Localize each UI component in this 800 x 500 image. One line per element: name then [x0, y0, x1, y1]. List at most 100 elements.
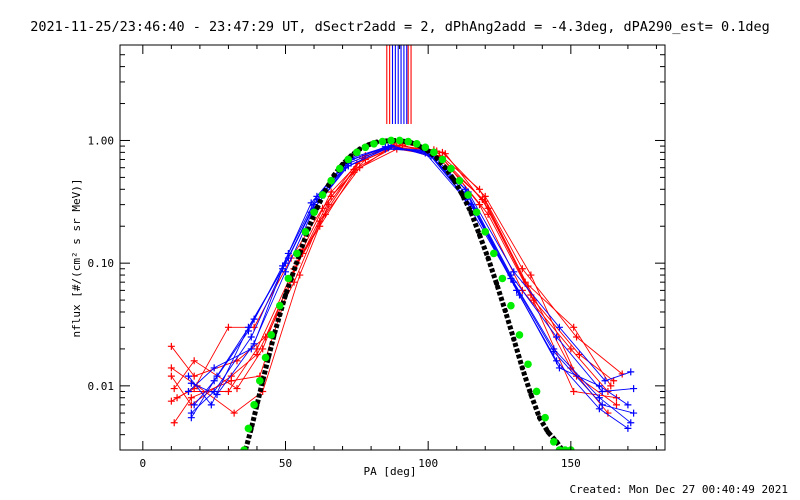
series-point-6-11	[570, 387, 578, 395]
black-model-point-32	[494, 281, 500, 287]
series-point-8-1	[207, 401, 215, 409]
y-axis-label: nflux [#/(cm² s sr MeV)]	[70, 179, 83, 338]
series-line-6	[173, 144, 617, 399]
green-model-point-35	[524, 360, 532, 369]
x-tick-label-0: 0	[140, 457, 147, 470]
black-model-point-28	[459, 192, 465, 198]
series-1	[167, 139, 620, 409]
green-model-point-23	[421, 143, 430, 152]
series-point-8-12	[630, 385, 638, 393]
series-line-2	[173, 148, 612, 424]
black-model-point-38	[545, 429, 551, 435]
y-tick-label-1: 0.10	[88, 257, 115, 270]
series-point-2-1	[187, 394, 195, 402]
series-point-6-2	[233, 385, 241, 393]
green-model-point-36	[532, 387, 541, 396]
series-point-12-2	[250, 340, 258, 348]
series-point-4-9	[481, 197, 489, 205]
black-model-point-30	[477, 232, 483, 238]
green-model-point-4	[261, 353, 270, 362]
axes-layer: 0 50 100 150 0.01 0.10 1.00	[88, 44, 665, 470]
data-layer	[167, 45, 638, 450]
series-3	[167, 138, 618, 417]
black-model-point-37	[536, 415, 542, 421]
green-model-point-5	[267, 331, 276, 339]
green-model-point-20	[395, 136, 404, 145]
green-model-point-3	[256, 376, 264, 385]
series-line-9	[190, 145, 629, 429]
series-point-9-2	[250, 315, 258, 323]
green-model-point-24	[430, 148, 438, 157]
series-point-7-11	[595, 394, 603, 402]
series-point-1-12	[612, 401, 620, 409]
series-line-5	[171, 146, 623, 406]
chart-title: 2021-11-25/23:46:40 - 23:47:29 UT, dSect…	[30, 19, 770, 35]
series-point-2-11	[570, 323, 578, 331]
y-tick-label-2: 1.00	[88, 134, 115, 147]
green-model-point-29	[472, 208, 481, 217]
series-point-12-12	[624, 401, 632, 409]
series-point-7-12	[627, 419, 635, 427]
series-point-11-10	[550, 348, 558, 356]
green-model-point-22	[412, 139, 421, 148]
series-point-10-9	[510, 268, 518, 276]
series-point-6-1	[190, 357, 198, 365]
series-line-4	[176, 145, 609, 414]
green-model-point-7	[284, 274, 293, 283]
x-tick-label-1: 50	[279, 457, 292, 470]
series-point-10-1	[210, 364, 218, 372]
series-point-3-0	[167, 364, 175, 372]
series-point-11-12	[630, 409, 638, 417]
series-point-2-0	[170, 419, 178, 427]
green-model-point-30	[481, 228, 490, 236]
series-point-4-2	[224, 323, 232, 331]
series-9	[187, 142, 632, 432]
series-point-3-12	[610, 377, 618, 385]
series-point-7-2	[247, 333, 255, 341]
green-model-point-26	[447, 164, 455, 173]
black-model-point-27	[451, 177, 457, 183]
series-point-1-10	[527, 271, 535, 279]
green-model-point-15	[353, 148, 361, 157]
series-6	[170, 141, 620, 402]
green-model-point-32	[498, 274, 507, 283]
series-point-2-12	[607, 382, 615, 390]
series-10	[184, 144, 635, 395]
series-point-0-0	[167, 397, 175, 405]
series-point-11-0	[190, 401, 198, 409]
black-model-point-33	[502, 308, 508, 314]
series-point-10-10	[555, 323, 563, 331]
black-model-point-25	[434, 155, 440, 161]
green-model-point-10	[310, 208, 318, 217]
green-model-point-37	[541, 413, 549, 422]
black-model-point-29	[468, 209, 474, 215]
series-0	[167, 141, 612, 405]
series-point-6-9	[484, 210, 492, 218]
series-point-9-12	[624, 424, 632, 432]
series-point-12-0	[187, 379, 195, 387]
series-point-12-9	[515, 291, 523, 299]
green-model-point-11	[318, 191, 327, 199]
series-point-10-0	[184, 387, 192, 395]
series-point-8-11	[598, 387, 606, 395]
green-model-point-16	[361, 143, 370, 152]
series-point-6-0	[170, 385, 178, 393]
green-model-point-33	[507, 301, 515, 310]
y-tick-label-0: 0.01	[88, 380, 115, 393]
series-7	[187, 143, 635, 427]
green-model-point-9	[301, 228, 310, 236]
series-point-5-2	[227, 372, 235, 380]
green-model-point-14	[344, 155, 353, 164]
series-point-0-11	[567, 345, 575, 353]
x-tick-label-3: 150	[561, 457, 581, 470]
series-point-5-9	[476, 185, 484, 193]
series-point-6-5	[327, 188, 335, 196]
black-model-point-6	[277, 312, 283, 318]
green-model-point-31	[489, 249, 498, 258]
black-model-point-26	[442, 165, 448, 171]
series-point-8-0	[184, 372, 192, 380]
green-model-point-34	[515, 331, 524, 339]
green-model-point-1	[244, 424, 253, 433]
green-model-point-21	[404, 137, 412, 146]
green-model-point-2	[250, 401, 258, 409]
